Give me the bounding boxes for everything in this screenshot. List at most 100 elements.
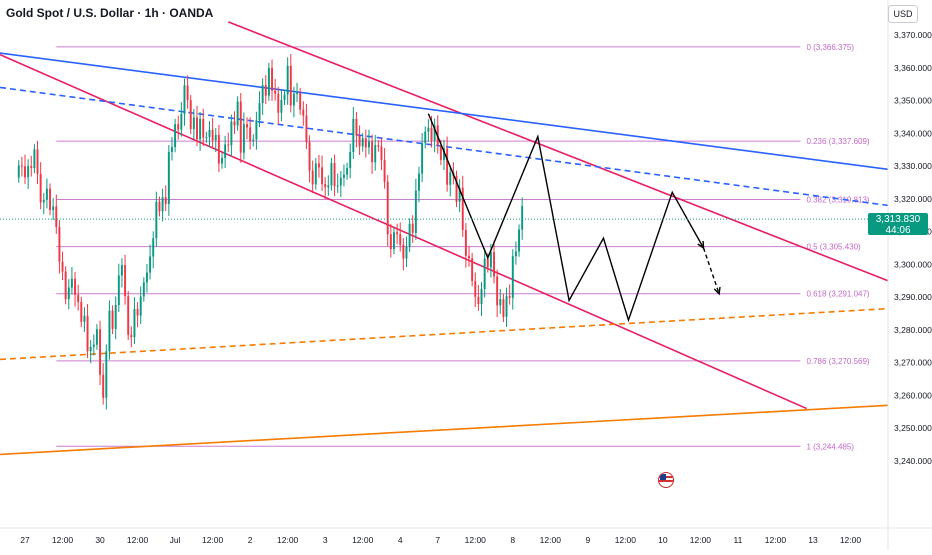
orange-support-dashed-line[interactable]: [0, 307, 889, 361]
candle-body: [499, 299, 502, 306]
candle-body: [171, 147, 173, 152]
candle-body: [430, 127, 433, 141]
candle-body: [230, 121, 233, 146]
candle-body: [518, 229, 521, 252]
blue-resistance-line[interactable]: [0, 52, 889, 171]
wave-projection-dashed[interactable]: [702, 247, 720, 295]
trend-lines[interactable]: [0, 21, 889, 456]
candle-body: [49, 188, 51, 210]
candle-body: [502, 299, 505, 317]
candle-body: [217, 134, 220, 164]
candle-body: [102, 374, 105, 398]
wave-projection[interactable]: [427, 113, 721, 323]
price-tick-label: 3,360.000: [894, 63, 932, 73]
time-tick-label: 8: [510, 535, 515, 545]
candle-body: [296, 93, 299, 95]
candle-body: [111, 310, 114, 329]
time-tick-label: 3: [323, 535, 328, 545]
candle-body: [274, 90, 277, 94]
candle-body: [346, 168, 349, 175]
candle-body: [55, 206, 58, 228]
candle-body: [505, 296, 508, 317]
time-tick-label: 13: [808, 535, 818, 545]
candle-body: [327, 185, 330, 188]
wave-path[interactable]: [427, 113, 705, 323]
bar-countdown: 44:06: [885, 225, 911, 236]
candle-body: [308, 142, 311, 171]
candle-body: [233, 121, 236, 126]
candle-body: [333, 163, 336, 187]
candle-body: [339, 177, 342, 186]
candle-body: [421, 143, 424, 174]
candle-body: [342, 174, 345, 178]
candle-body: [433, 125, 436, 141]
candle-body: [74, 278, 77, 295]
lower-channel-line[interactable]: [0, 53, 808, 410]
candle-body: [477, 296, 480, 305]
candle-body: [246, 124, 248, 128]
candle-body: [305, 115, 308, 143]
price-tick-label: 3,250.000: [894, 423, 932, 433]
candle-body: [508, 296, 511, 298]
candle-body: [364, 138, 367, 148]
candle-body: [133, 308, 136, 338]
candle-body: [455, 175, 458, 202]
candle-body: [408, 223, 411, 247]
time-axis[interactable]: 27 12:00 30 12:00 Jul 12:00 2 12:00 3 12:00 4 7 12:0…: [0, 527, 932, 545]
candle-body: [277, 93, 280, 113]
candle-body: [286, 65, 289, 95]
candle-body: [145, 272, 148, 283]
us-flag-event-icon[interactable]: [658, 472, 674, 488]
candle-body: [468, 255, 470, 259]
upper-channel-line[interactable]: [227, 21, 889, 282]
time-tick-label: 27: [20, 535, 30, 545]
orange-support-line[interactable]: [0, 404, 889, 456]
candle-body: [152, 238, 155, 257]
candle-body: [321, 167, 324, 185]
candle-body: [489, 252, 492, 268]
candle-body: [177, 124, 180, 130]
candle-body: [164, 197, 167, 205]
candle-body: [377, 145, 380, 147]
fib-level-label: 1 (3,244.485): [806, 442, 854, 451]
price-tick-label: 3,350.000: [894, 96, 932, 106]
price-axis[interactable]: 3,370.000 3,360.000 3,350.000 3,340.000 3,33…: [887, 0, 932, 550]
candle-body: [324, 184, 327, 188]
candle-body: [199, 118, 202, 140]
candle-body: [61, 261, 64, 272]
candle-body: [227, 144, 230, 146]
time-tick-label: 4: [398, 535, 403, 545]
last-price-tag: 3,313.830 44:06: [868, 213, 928, 236]
candle-body: [180, 113, 183, 130]
candle-body: [511, 256, 514, 298]
candle-body: [317, 163, 320, 168]
fib-retracement[interactable]: 0 (3,366.375) 0.236 (3,337.609) 0.382 (3,3…: [56, 43, 870, 451]
candle-body: [27, 166, 30, 178]
time-tick-label: 12:00: [615, 535, 637, 545]
time-tick-label: 2: [248, 535, 253, 545]
time-tick-label: 12:00: [202, 535, 224, 545]
candles: [17, 54, 524, 410]
candle-body: [414, 190, 417, 233]
chart-title: Gold Spot / U.S. Dollar · 1h · OANDA: [6, 6, 214, 20]
candle-body: [280, 99, 283, 113]
candle-body: [83, 315, 86, 322]
candle-body: [355, 118, 358, 136]
time-tick-label: 12:00: [840, 535, 862, 545]
candle-body: [396, 232, 399, 235]
candle-body: [120, 265, 123, 276]
fib-level-label: 0.5 (3,305.430): [806, 243, 861, 252]
candle-body: [105, 351, 108, 398]
currency-button[interactable]: USD: [888, 5, 918, 23]
candle-body: [418, 173, 420, 191]
candle-body: [77, 294, 80, 303]
candle-body: [374, 145, 377, 163]
candle-body: [224, 144, 227, 158]
candle-body: [249, 127, 252, 142]
candle-body: [45, 188, 48, 200]
time-tick-label: 9: [585, 535, 590, 545]
price-tick-label: 3,330.000: [894, 161, 932, 171]
candle-body: [439, 145, 442, 160]
